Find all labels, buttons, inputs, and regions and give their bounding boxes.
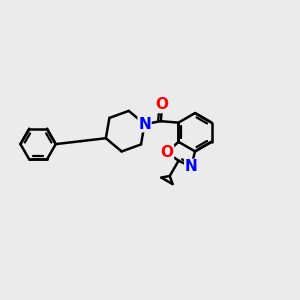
Text: O: O (160, 145, 173, 160)
Text: N: N (138, 117, 151, 132)
Text: O: O (156, 98, 169, 112)
Text: N: N (185, 159, 197, 174)
